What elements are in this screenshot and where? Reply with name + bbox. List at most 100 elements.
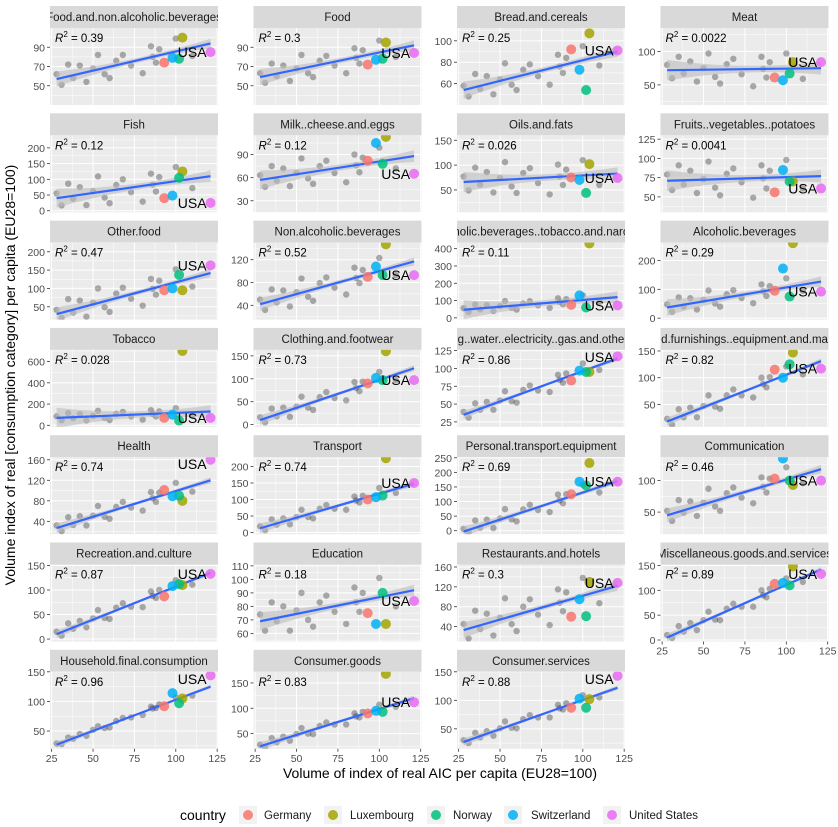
country-point-germany bbox=[566, 702, 577, 713]
country-point-united-states bbox=[409, 48, 420, 59]
gridlines bbox=[253, 349, 422, 427]
y-tick-label: 0 bbox=[243, 420, 249, 432]
usa-label: USA bbox=[788, 473, 817, 489]
panel-marks bbox=[53, 163, 216, 209]
data-point bbox=[139, 416, 146, 423]
data-point bbox=[763, 74, 770, 81]
data-point bbox=[520, 603, 527, 610]
y-tick-label: 50 bbox=[237, 511, 249, 523]
usa-label: USA bbox=[585, 42, 614, 58]
panel-marks bbox=[460, 156, 623, 198]
country-point-norway bbox=[784, 291, 795, 302]
country-point-norway bbox=[377, 158, 388, 169]
country-point-germany bbox=[159, 591, 170, 602]
strip-label: Meat bbox=[732, 12, 758, 24]
data-point bbox=[323, 157, 330, 164]
data-point bbox=[472, 607, 479, 614]
data-point bbox=[563, 166, 570, 173]
country-point-norway bbox=[581, 702, 592, 713]
data-point bbox=[119, 176, 127, 183]
r2-label: R2 = 0.83 bbox=[259, 674, 307, 689]
data-point bbox=[359, 266, 366, 274]
data-point bbox=[766, 58, 773, 66]
data-point bbox=[356, 387, 363, 395]
panel-personal-transport-equipment: Personal.transport.equipment 0 50 100 150 200… bbox=[434, 435, 625, 538]
strip-label: Miscellaneous.goods.and.services bbox=[657, 549, 832, 561]
data-point bbox=[309, 180, 317, 188]
data-point bbox=[119, 284, 127, 291]
y-tick-label: 80 bbox=[440, 57, 452, 69]
data-point bbox=[563, 589, 570, 596]
y-tick-label: 100 bbox=[231, 374, 249, 386]
panel-health: Health 40 80 120 160 USA R2 = 0.74 bbox=[27, 435, 218, 535]
data-point bbox=[716, 192, 724, 199]
country-point-luxembourg bbox=[584, 159, 595, 170]
data-point bbox=[758, 374, 765, 381]
panel-marks bbox=[663, 349, 827, 427]
data-point bbox=[268, 405, 275, 412]
usa-label: USA bbox=[381, 593, 410, 609]
data-point bbox=[359, 46, 366, 54]
data-point bbox=[76, 62, 83, 69]
y-tick-label: 150 bbox=[27, 265, 45, 277]
data-point bbox=[309, 297, 317, 304]
panel-consumer-services: Consumer.services 50 100 150 25 50 75 100 125 USA… bbox=[434, 649, 633, 765]
y-tick-label: 75 bbox=[440, 381, 452, 393]
r2-label: R2 = 0.86 bbox=[462, 352, 510, 367]
country-point-germany bbox=[566, 172, 577, 183]
facet-strip bbox=[253, 435, 422, 458]
fit-line bbox=[666, 568, 822, 639]
facet-strip bbox=[253, 6, 422, 28]
panel-food: Food 50 70 90 USA R2 = 0.3 bbox=[237, 6, 422, 105]
country-point-switzerland bbox=[370, 138, 381, 148]
country-point-united-states bbox=[205, 260, 216, 271]
country-point-norway bbox=[581, 302, 592, 313]
data-point bbox=[687, 498, 694, 505]
usa-label: USA bbox=[178, 257, 207, 273]
country-point-united-states bbox=[205, 457, 216, 465]
data-point bbox=[554, 371, 562, 379]
country-point-switzerland bbox=[574, 64, 585, 75]
data-point bbox=[526, 596, 534, 603]
r2-label: R2 = 0.29 bbox=[666, 245, 714, 260]
strip-label: Consumer.services bbox=[492, 656, 590, 668]
country-point-switzerland bbox=[777, 75, 788, 86]
y-tick-label: 80 bbox=[237, 601, 249, 613]
fit-line bbox=[463, 172, 618, 184]
usa-label: USA bbox=[178, 195, 207, 211]
fit-line bbox=[56, 271, 211, 316]
data-point bbox=[730, 55, 737, 62]
data-point bbox=[323, 388, 330, 396]
fit-line bbox=[667, 175, 822, 182]
data-point bbox=[501, 595, 509, 602]
y-tick-label: 40 bbox=[237, 300, 249, 312]
data-point bbox=[376, 37, 383, 44]
data-point bbox=[286, 77, 294, 85]
y-tick-label: 150 bbox=[231, 478, 249, 490]
data-point bbox=[172, 163, 179, 171]
confidence-band bbox=[260, 584, 415, 631]
r2-label: R2 = 0.88 bbox=[462, 674, 510, 689]
x-tick-label: 50 bbox=[494, 753, 506, 765]
panel-holic-beverages-tobacco-and-narc: holic.beverages..tobacco.and.narc 0 100 200… bbox=[434, 220, 625, 325]
strip-label: Clothing.and.footwear bbox=[282, 334, 394, 346]
data-point bbox=[711, 184, 719, 191]
x-tick-label: 25 bbox=[249, 753, 261, 765]
panel-non-alcoholic-beverages: Non.alcoholic.beverages 40 80 120 USA R2 = 0.… bbox=[231, 220, 422, 320]
y-tick-label: 150 bbox=[27, 560, 45, 572]
y-tick-label: 120 bbox=[434, 582, 452, 594]
facet-strip bbox=[253, 542, 422, 565]
usa-label: USA bbox=[178, 44, 207, 60]
country-point-germany bbox=[362, 494, 373, 505]
panel-fish: Fish 0 50 100 150 200 USA R2 = 0.12 bbox=[27, 113, 218, 218]
r2-label: R2 = 0.74 bbox=[259, 459, 308, 474]
y-tick-label: 50 bbox=[33, 726, 45, 738]
panel-marks bbox=[256, 37, 420, 87]
data-point bbox=[119, 51, 127, 59]
data-point bbox=[351, 264, 358, 271]
fit-line bbox=[259, 155, 415, 182]
x-tick-label: 100 bbox=[371, 753, 389, 765]
usa-label: USA bbox=[585, 170, 614, 186]
facet-strip bbox=[457, 6, 625, 28]
r2-label: R2 = 0.11 bbox=[462, 245, 509, 260]
